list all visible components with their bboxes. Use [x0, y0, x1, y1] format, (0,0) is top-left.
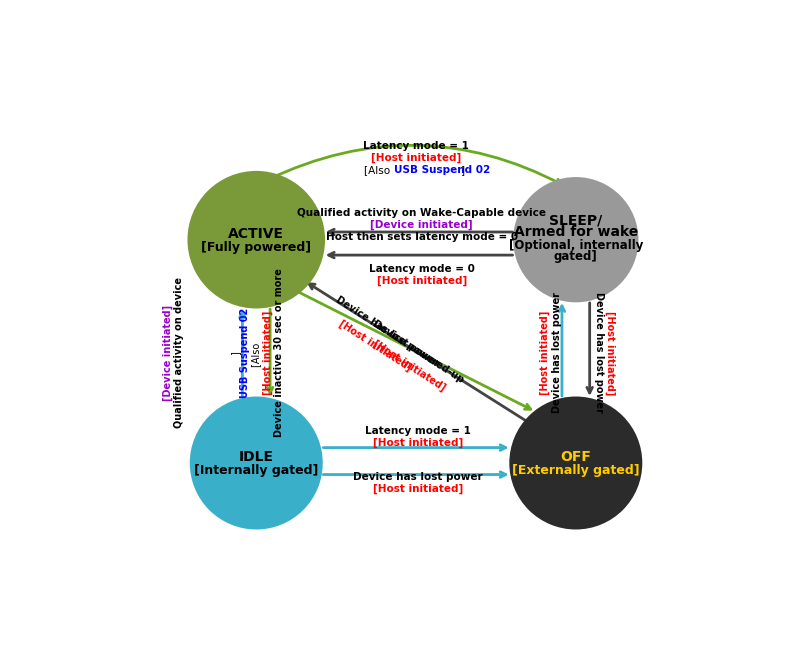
Text: IDLE: IDLE [239, 450, 273, 464]
Text: [Host initiated]: [Host initiated] [373, 438, 463, 448]
Text: Device inactive 30 sec or more: Device inactive 30 sec or more [274, 268, 285, 437]
Text: ]: ] [460, 165, 465, 176]
Text: Latency mode = 1: Latency mode = 1 [363, 141, 469, 151]
Text: Latency mode = 0: Latency mode = 0 [369, 264, 475, 274]
Text: [Host initiated]: [Host initiated] [263, 311, 273, 395]
Text: [Host initiated]: [Host initiated] [338, 318, 414, 373]
Circle shape [514, 178, 638, 302]
Text: [Externally gated]: [Externally gated] [512, 464, 640, 477]
Text: Host then sets latency mode = 0: Host then sets latency mode = 0 [326, 233, 518, 242]
Text: [Host initiated]: [Host initiated] [377, 276, 467, 287]
Text: Device powered-up: Device powered-up [371, 318, 465, 385]
Text: [Device initiated]: [Device initiated] [163, 305, 173, 401]
Circle shape [510, 398, 642, 528]
Text: Qualified activity on Wake-Capable device: Qualified activity on Wake-Capable devic… [298, 208, 546, 218]
Text: [Host initiated]: [Host initiated] [371, 153, 461, 163]
Text: [Host initiated]: [Host initiated] [540, 311, 550, 395]
Text: Device has lost power: Device has lost power [353, 472, 483, 482]
Text: SLEEP/: SLEEP/ [549, 213, 602, 228]
Text: Latency mode = 1: Latency mode = 1 [365, 426, 471, 436]
Text: [Host initiated]: [Host initiated] [371, 338, 447, 393]
Circle shape [191, 398, 322, 528]
Text: [Fully powered]: [Fully powered] [201, 241, 311, 254]
Text: [Host initiated]: [Host initiated] [606, 311, 616, 395]
Circle shape [188, 172, 324, 307]
Text: ACTIVE: ACTIVE [229, 227, 284, 240]
Text: Armed for wake: Armed for wake [513, 225, 638, 239]
Text: [Optional, internally: [Optional, internally [508, 239, 643, 252]
Text: ]: ] [229, 351, 240, 355]
Text: Device has lost power: Device has lost power [552, 292, 561, 413]
Text: [Host initiated]: [Host initiated] [373, 484, 463, 494]
Text: Device has lost power: Device has lost power [334, 295, 440, 369]
Text: Qualified activity on device: Qualified activity on device [174, 278, 184, 428]
Text: [Device initiated]: [Device initiated] [371, 220, 473, 230]
Text: OFF: OFF [561, 450, 591, 464]
Text: [Internally gated]: [Internally gated] [194, 464, 318, 477]
Text: Device has lost power: Device has lost power [594, 292, 604, 413]
Text: USB Suspend 02: USB Suspend 02 [240, 307, 249, 398]
Text: gated]: gated] [554, 250, 597, 263]
Text: USB Suspend 02: USB Suspend 02 [395, 165, 491, 176]
Text: [Also: [Also [251, 339, 261, 367]
Text: [Also: [Also [363, 165, 393, 176]
